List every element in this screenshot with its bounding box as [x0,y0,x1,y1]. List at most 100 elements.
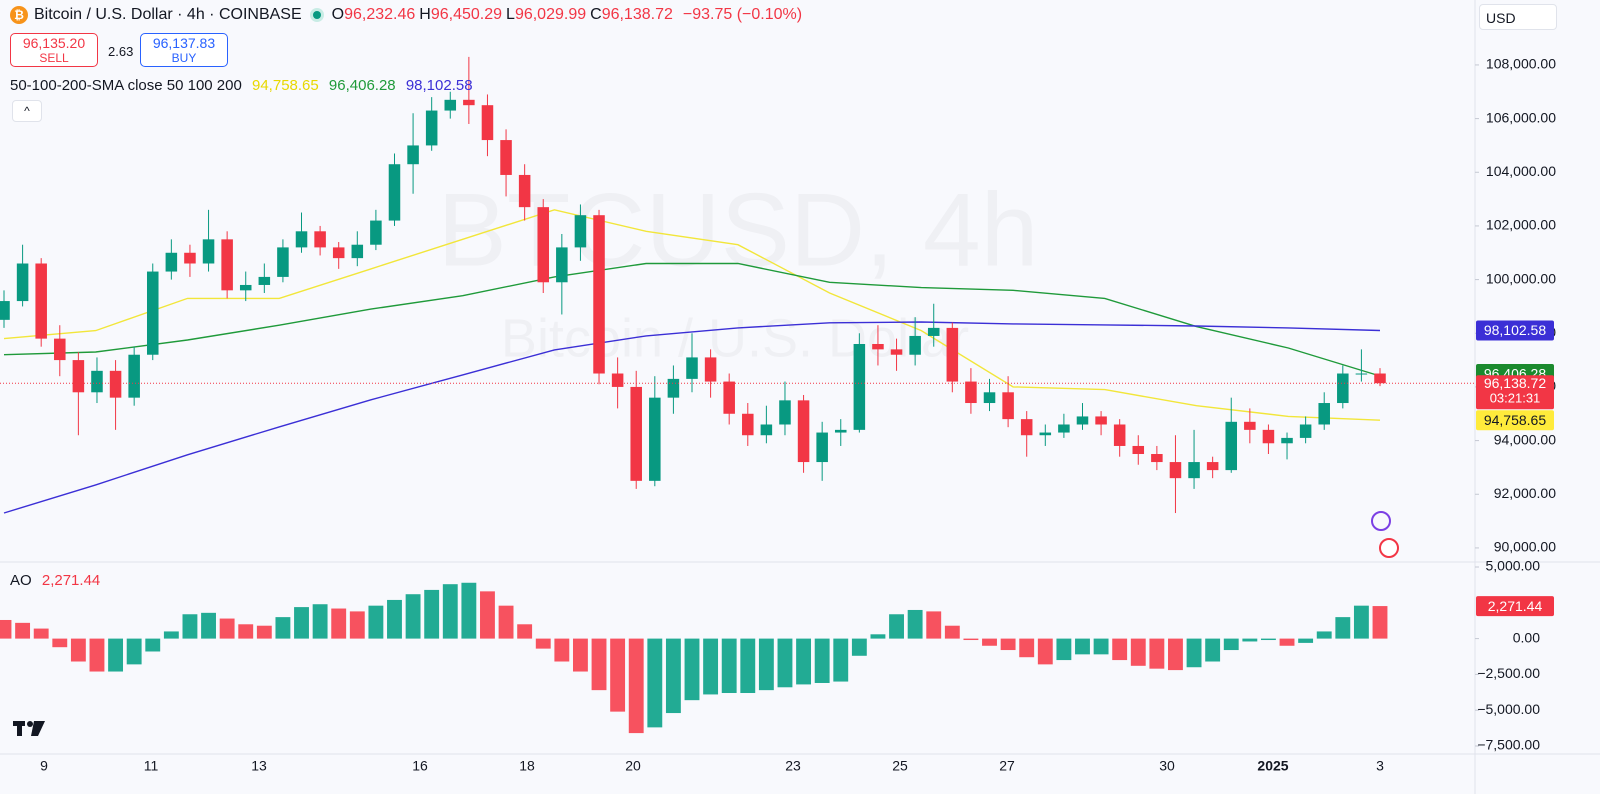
candle-body [481,105,494,141]
event-icon[interactable] [1379,538,1399,558]
x-tick-label: 20 [625,758,641,774]
svg-text:₿: ₿ [14,8,24,22]
candle-body [1002,392,1014,420]
ao-bar [15,622,31,639]
buy-button[interactable]: 96,137.83 BUY [140,33,228,67]
currency: USD [1486,10,1516,26]
candle-body [667,378,680,398]
ao-bar [982,638,997,646]
ao-bar [1353,605,1369,639]
ao-bar [461,582,477,639]
candle-body [35,263,47,339]
ao-bar [201,612,216,639]
y-tick-label: 100,000.00 [1486,270,1556,286]
candle-body [927,327,940,336]
candle-body [91,370,103,393]
ohlc: O96,232.46 H96,450.29 L96,029.99 C96,138.72 [332,6,677,24]
indicator-name: 50-100-200-SMA close 50 100 200 [10,77,242,94]
sell-price: 96,135.20 [22,35,86,51]
candle-body [890,349,903,355]
ao-bar [535,638,551,649]
sma-tag-bg [1476,320,1554,341]
ao-bar [1130,638,1146,666]
candle-body [1132,445,1145,455]
ao-bar [851,638,867,656]
currency-select[interactable]: USD [1479,4,1557,30]
ao-bar [814,638,830,683]
candle-body [983,392,996,404]
ao-bar [684,638,700,701]
sma-tag: 98,102.58 [1484,322,1546,338]
y-tick-label: 92,000.00 [1494,485,1556,501]
candle-body [1113,424,1126,446]
ao-bar [0,619,12,639]
sell-button[interactable]: 96,135.20 SELL [10,33,98,67]
candle-body [1299,424,1312,438]
candle-body [165,252,178,272]
candle-body [258,276,271,285]
ao-bar [1316,631,1332,639]
ao-bar [368,605,384,639]
x-tick-label: 9 [40,758,48,774]
ao-title: AO [10,572,32,589]
candle-body [500,140,512,175]
candle-body [184,252,196,264]
ao-bar [926,611,942,639]
change: −93.75 (−0.10%) [682,6,803,23]
ao-bar [33,628,49,639]
candle-body [351,244,364,259]
ao-bar [1279,638,1295,646]
candle-body [1337,373,1349,404]
ao-bar [907,609,923,639]
ao-bar [1112,638,1128,661]
y-tick-label: 106,000.00 [1486,109,1556,125]
candle-body [1244,421,1256,430]
candle-body [463,99,475,106]
candle-body [1262,429,1275,444]
symbol: Bitcoin / U.S. Dollar · 4h · COINBASE [34,6,302,23]
ai-icon[interactable] [1371,511,1391,531]
candle-body [277,247,289,277]
ao-bar [126,638,142,665]
y-tick-label: 102,000.00 [1486,217,1556,233]
y-tick-label: −7,500.00 [1477,737,1540,753]
ao-bar [1260,638,1276,641]
countdown: 03:21:31 [1490,391,1541,406]
ao-bar [424,589,440,639]
ao-bar [517,624,533,639]
candle-body [816,432,828,463]
candle-body [1058,424,1070,433]
ohlc-label: H [419,6,431,23]
ao-bar [349,611,365,639]
candle-body [1206,462,1219,471]
collapse-button[interactable]: ^ [12,100,42,122]
symbol-header: ₿ Bitcoin / U.S. Dollar · 4h · COINBASE … [10,6,806,24]
ao-bar [1186,638,1202,668]
x-tick-label: 27 [999,758,1015,774]
ao-bar [256,625,272,639]
candle-body [388,164,401,221]
sma-value: 94,758.65 [252,77,319,94]
candle-body [295,231,308,248]
ohlc-value: 96,029.99 [514,6,587,23]
candle-body [593,215,605,374]
y-tick-label: −5,000.00 [1477,701,1540,717]
candle-body [1169,462,1182,479]
ao-bar [294,607,309,639]
candle-body [742,413,754,436]
ao-bar [219,618,235,639]
ao-bar [1000,638,1016,651]
ao-bar [740,638,756,694]
ohlc-value: 96,232.46 [344,6,416,23]
candle-body [407,145,419,165]
ao-tag: 2,271.44 [1488,598,1543,614]
sma-value: 98,102.58 [405,77,473,94]
candle-body [0,301,10,320]
ao-tag-bg [1476,596,1554,617]
ao-bar [1037,638,1053,665]
ao-bar [647,638,663,728]
buy-label: BUY [171,51,197,65]
ao-bar [963,638,979,641]
ohlc-value: 96,450.29 [430,6,503,23]
candle-body [202,239,215,264]
